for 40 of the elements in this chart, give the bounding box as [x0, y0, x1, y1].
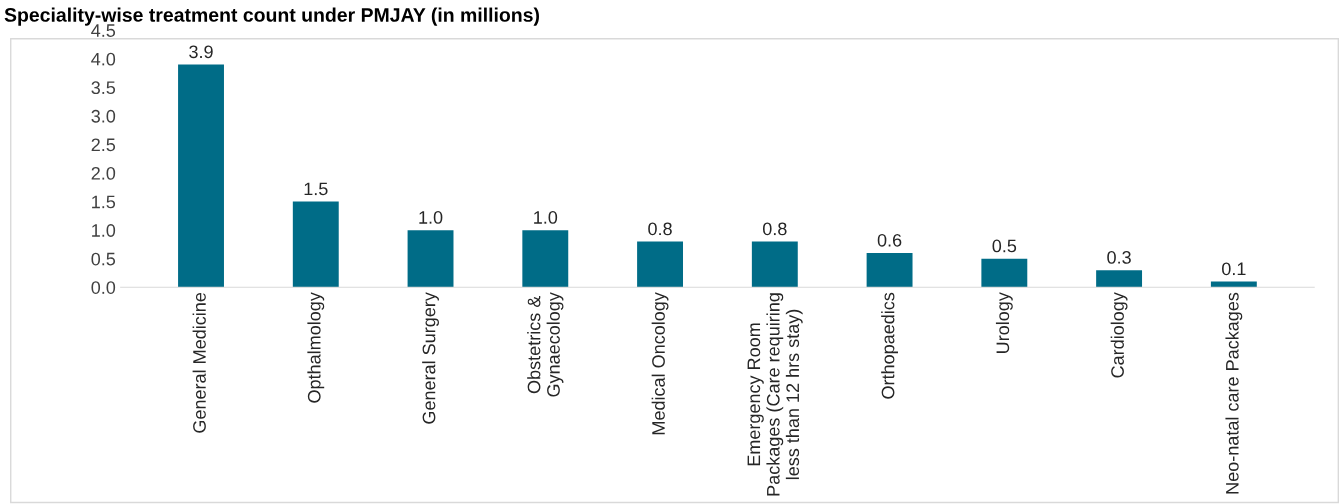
x-tick-label: General Medicine — [192, 292, 206, 433]
x-tick-label: Urology — [995, 292, 1013, 353]
bar — [522, 230, 569, 288]
y-tick-label: 2.5 — [91, 138, 116, 152]
x-tick-label: General Surgery — [422, 292, 439, 424]
data-label: 0.3 — [1107, 251, 1131, 264]
y-tick-label: 4.5 — [91, 24, 116, 37]
data-label: 1.5 — [304, 182, 328, 196]
x-tick-label: Orthopaedics — [881, 292, 898, 399]
bar — [178, 64, 224, 288]
x-tick-label: Medical Oncology — [651, 292, 669, 435]
x-tick-label: Cardiology — [1110, 292, 1128, 378]
y-tick-label: 0.5 — [91, 252, 116, 266]
data-label: 0.1 — [1222, 262, 1246, 276]
bar — [751, 241, 798, 288]
y-tick-label: 3.5 — [91, 81, 116, 95]
data-label: 0.6 — [877, 233, 902, 247]
x-tick-label: Emergency Room Packages (Care requiring less than 12 hrs stay) — [747, 293, 803, 496]
x-tick-label: Neo-natal care Packages — [1225, 292, 1243, 494]
bar — [981, 258, 1028, 288]
bar — [637, 241, 684, 288]
y-tick-label: 4.0 — [91, 52, 116, 66]
data-label: 3.9 — [189, 45, 213, 59]
data-label: 1.0 — [419, 211, 443, 224]
data-label: 0.8 — [648, 222, 672, 236]
y-tick-label: 2.0 — [91, 166, 116, 180]
y-tick-label: 0.0 — [91, 281, 116, 294]
data-label: 0.8 — [762, 222, 787, 236]
bar — [866, 253, 913, 288]
data-label: 0.5 — [992, 239, 1017, 253]
data-label: 1.0 — [534, 211, 558, 224]
y-tick-label: 1.5 — [92, 195, 116, 209]
bar — [1096, 270, 1143, 288]
x-tick-label: Obstetrics & Gynaecology — [527, 292, 564, 397]
bar — [292, 201, 339, 288]
x-tick-label: Opthalmology — [307, 292, 325, 403]
chart-title: Speciality-wise treatment count under PMJAY (in millions) — [4, 7, 539, 26]
y-tick-label: 3.0 — [91, 109, 116, 123]
y-tick-label: 1.0 — [92, 224, 116, 237]
bar — [407, 230, 454, 288]
